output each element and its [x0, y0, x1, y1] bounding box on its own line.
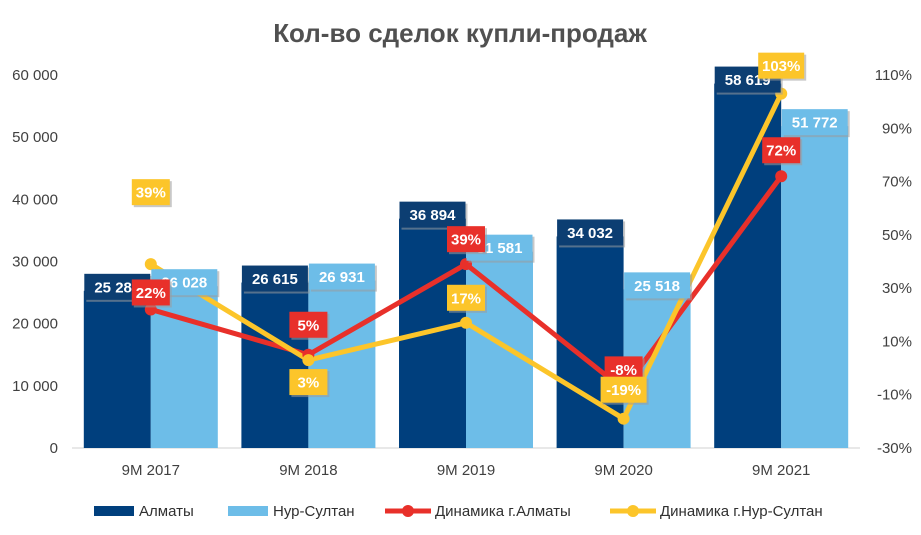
line-value-label-text: 17%	[451, 290, 481, 307]
bar-value-label: 58 619	[714, 66, 783, 95]
line-value-label-text: 5%	[298, 317, 320, 334]
legend: Алматы Нур-Султан Динамика г.Алматы Динамик…	[94, 503, 823, 520]
line-value-label-text: 39%	[136, 185, 166, 202]
point-almaty	[775, 170, 788, 183]
line-value-label-bg	[131, 279, 170, 306]
y-left-tick-label: 0	[50, 440, 58, 457]
y-right-tick-label: 90%	[882, 120, 912, 137]
bar-value-label-text: 25 518	[634, 278, 680, 295]
y-right-tick-label: 110%	[875, 67, 912, 84]
line-value-label: 22%	[131, 279, 172, 308]
legend-label: Динамика г.Нур-Султан	[660, 503, 823, 520]
y-right-tick-label: 50%	[882, 227, 912, 244]
y-left-tick-label: 60 000	[12, 67, 58, 84]
bar-value-label-bg	[241, 265, 308, 292]
legend-label: Динамика г.Алматы	[435, 503, 571, 520]
bar-value-label-bg	[624, 272, 691, 299]
line-value-label: 72%	[762, 137, 803, 166]
line-value-label-bg	[289, 369, 328, 396]
line-value-label-text: 103%	[762, 58, 800, 75]
legend-swatch	[94, 506, 134, 516]
bar-value-label-text: 34 032	[567, 225, 613, 242]
y-left-tick-label: 50 000	[12, 129, 58, 146]
x-tick-label: 9M 2018	[279, 462, 337, 479]
bar-value-label-text: 36 894	[410, 207, 457, 224]
line-value-label-bg	[447, 226, 485, 253]
bar-value-label-bg	[557, 219, 624, 246]
y-left-tick-label: 40 000	[12, 191, 58, 208]
y-right-tick-label: 30%	[882, 280, 912, 297]
bar-nur-sultan	[308, 280, 376, 448]
bar-labels: 25 284 26 615 36 894 34 032 58 619 26 028 26 9…	[84, 66, 850, 302]
y-left-tick-label: 10 000	[12, 378, 58, 395]
bar-nur-sultan	[781, 126, 849, 449]
line-value-label: 3%	[289, 369, 330, 398]
bar-value-label-text: 51 772	[792, 115, 838, 132]
line-value-label: 103%	[758, 52, 807, 81]
point-nur-sultan	[144, 258, 157, 271]
bar-value-label: 26 615	[241, 265, 310, 294]
bar-almaty	[241, 282, 309, 448]
right-axis: -30% -10% 10% 30% 50% 70% 90% 110%	[875, 67, 912, 457]
x-tick-label: 9M 2019	[437, 462, 495, 479]
line-value-label: -19%	[600, 376, 649, 405]
x-tick-label: 9M 2017	[122, 462, 180, 479]
bar-value-label-bg	[308, 263, 375, 290]
y-left-tick-label: 20 000	[12, 316, 58, 333]
line-value-label-bg	[600, 376, 647, 403]
point-nur-sultan	[617, 412, 630, 425]
line-value-label-text: 3%	[298, 375, 320, 392]
bar-value-label-bg	[399, 201, 466, 228]
bar-value-label: 25 518	[624, 272, 693, 301]
legend-label: Нур-Султан	[273, 503, 355, 520]
line-value-label: 39%	[447, 226, 487, 255]
bar-value-label-text: 31 581	[477, 240, 523, 257]
bar-value-label-text: 26 615	[252, 271, 298, 288]
left-axis: 0 10 000 20 000 30 000 40 000 50 000 60 000	[12, 67, 58, 457]
y-left-tick-label: 30 000	[12, 254, 58, 271]
point-nur-sultan	[460, 316, 472, 329]
y-right-tick-label: 70%	[882, 174, 912, 191]
legend-marker	[627, 505, 639, 517]
line-value-label-text: -8%	[610, 362, 637, 379]
line-value-label-bg	[289, 311, 328, 338]
line-value-label-bg	[447, 284, 485, 311]
line-value-label: 17%	[447, 284, 487, 313]
line-value-label: 39%	[131, 179, 172, 208]
bar-value-label-text: 26 028	[161, 275, 207, 292]
bar-value-label-text: 26 931	[319, 269, 365, 286]
line-labels: 22% 5% 39% -8% 72% 39% 3% 17% -19% 103%	[131, 52, 807, 405]
x-tick-label: 9M 2020	[594, 462, 652, 479]
bar-value-label-text: 25 284	[94, 279, 141, 296]
bars	[83, 83, 849, 449]
line-value-label-bg	[131, 179, 170, 206]
chart-title: Кол-во сделок купли-продаж	[273, 18, 647, 48]
y-right-tick-label: -30%	[877, 440, 912, 457]
bar-almaty	[83, 290, 151, 448]
line-value-label-bg	[762, 137, 801, 164]
y-right-tick-label: 10%	[882, 333, 912, 350]
point-nur-sultan	[302, 354, 315, 367]
line-value-label-bg	[758, 52, 805, 79]
legend-marker	[402, 505, 414, 517]
line-value-label-text: -19%	[606, 382, 641, 399]
bar-value-label: 51 772	[781, 109, 850, 138]
x-tick-label: 9M 2021	[752, 462, 810, 479]
line-value-label-text: 72%	[766, 143, 796, 160]
legend-label: Алматы	[139, 503, 194, 520]
bar-value-label: 36 894	[399, 201, 468, 230]
line-value-label-text: 22%	[136, 285, 166, 302]
bar-value-label: 34 032	[557, 219, 626, 248]
line-value-label: 5%	[289, 311, 330, 340]
bar-nur-sultan	[466, 251, 533, 448]
category-labels: 9M 2017 9M 2018 9M 2019 9M 2020 9M 2021	[122, 462, 811, 479]
legend-swatch	[228, 506, 268, 516]
y-right-tick-label: -10%	[877, 387, 912, 404]
bar-value-label: 26 931	[308, 263, 377, 292]
bar-value-label-bg	[781, 109, 848, 136]
bar-almaty	[399, 218, 466, 448]
line-value-label-text: 39%	[451, 232, 481, 249]
